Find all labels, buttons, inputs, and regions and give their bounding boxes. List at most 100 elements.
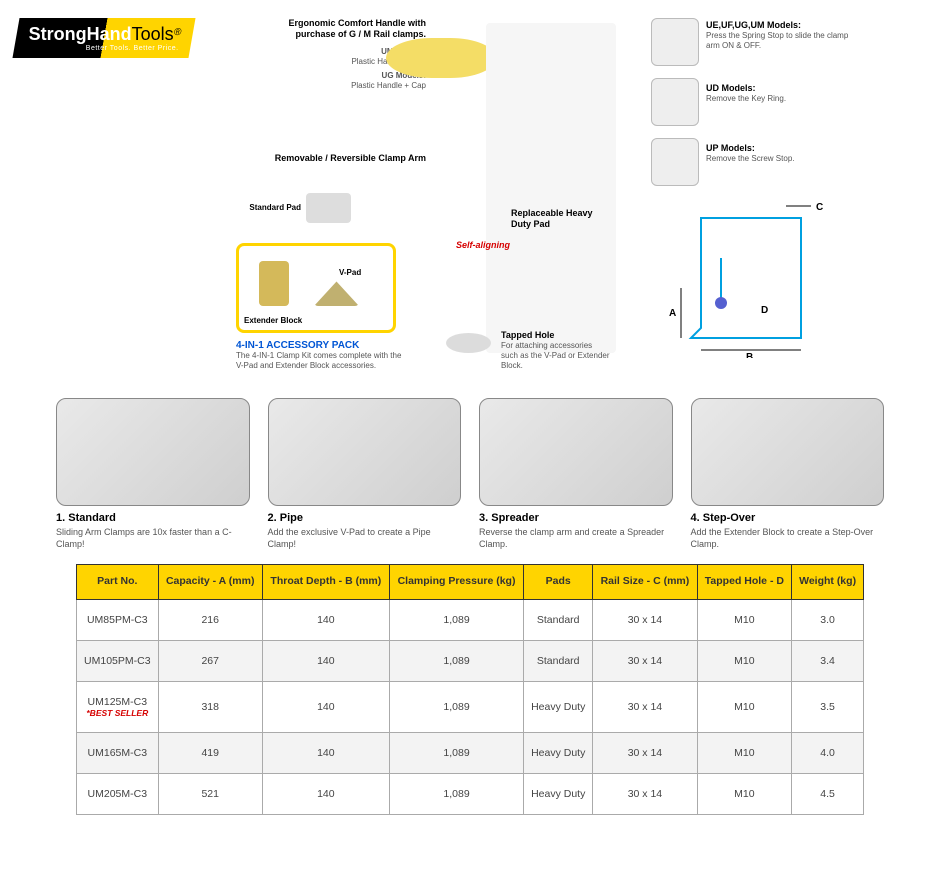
ud-label: UD Models: bbox=[706, 83, 756, 93]
callout-ud: UD Models: Remove the Key Ring. bbox=[706, 83, 856, 104]
usage-desc-1: Add the exclusive V-Pad to create a Pipe… bbox=[268, 526, 462, 550]
accessory-title: 4-IN-1 ACCESSORY PACK bbox=[236, 340, 406, 351]
cell-part-no: UM105PM-C3 bbox=[77, 640, 159, 681]
self-aligning-label: Self-aligning bbox=[456, 240, 510, 250]
brand-name-strong: StrongHand bbox=[29, 24, 132, 45]
ug-desc: Plastic Handle + Cap bbox=[351, 81, 426, 90]
cell-value: M10 bbox=[697, 599, 792, 640]
usage-row: 1. Standard Sliding Arm Clamps are 10x f… bbox=[16, 398, 924, 550]
cell-part-no: UM165M-C3 bbox=[77, 732, 159, 773]
cell-value: 1,089 bbox=[389, 773, 523, 814]
cell-value: 30 x 14 bbox=[593, 732, 697, 773]
usage-thumb-spreader bbox=[479, 398, 673, 506]
up-label: UP Models: bbox=[706, 143, 755, 153]
callout-ue: UE,UF,UG,UM Models: Press the Spring Sto… bbox=[706, 20, 856, 51]
usage-desc-3: Add the Extender Block to create a Step-… bbox=[691, 526, 885, 550]
col-tapped: Tapped Hole - D bbox=[697, 565, 792, 600]
tapped-hole-icon bbox=[446, 333, 491, 353]
cell-value: Standard bbox=[524, 599, 593, 640]
spec-table-wrap: Part No. Capacity - A (mm) Throat Depth … bbox=[16, 564, 924, 815]
accessory-box: Extender Block V-Pad bbox=[236, 243, 396, 333]
cell-value: Heavy Duty bbox=[524, 732, 593, 773]
replaceable-pad-label: Replaceable Heavy Duty Pad bbox=[511, 208, 593, 229]
usage-title-0: 1. Standard bbox=[56, 512, 250, 524]
usage-desc-0: Sliding Arm Clamps are 10x faster than a… bbox=[56, 526, 250, 550]
brand-reg: ® bbox=[173, 27, 182, 38]
accessory-text: 4-IN-1 ACCESSORY PACK The 4-IN-1 Clamp K… bbox=[236, 340, 406, 372]
cell-value: 1,089 bbox=[389, 732, 523, 773]
cell-value: 1,089 bbox=[389, 599, 523, 640]
dim-label-a: A bbox=[669, 308, 676, 319]
usage-thumb-pipe bbox=[268, 398, 462, 506]
extender-block-label: Extender Block bbox=[244, 316, 302, 326]
spec-table-head: Part No. Capacity - A (mm) Throat Depth … bbox=[77, 565, 864, 600]
ud-desc: Remove the Key Ring. bbox=[706, 94, 856, 104]
spec-header-row: Part No. Capacity - A (mm) Throat Depth … bbox=[77, 565, 864, 600]
top-area: StrongHandTools® Better Tools. Better Pr… bbox=[16, 18, 924, 388]
spec-table: Part No. Capacity - A (mm) Throat Depth … bbox=[76, 564, 864, 815]
col-weight: Weight (kg) bbox=[792, 565, 864, 600]
tapped-hole-desc: For attaching accessories such as the V-… bbox=[501, 341, 611, 371]
cell-part-no: UM125M-C3*BEST SELLER bbox=[77, 681, 159, 732]
usage-standard: 1. Standard Sliding Arm Clamps are 10x f… bbox=[56, 398, 250, 550]
ue-label: UE,UF,UG,UM Models: bbox=[706, 20, 801, 30]
cell-value: 140 bbox=[262, 773, 389, 814]
cell-value: 1,089 bbox=[389, 640, 523, 681]
callout-tapped-hole: Tapped Hole For attaching accessories su… bbox=[501, 330, 611, 371]
cell-value: M10 bbox=[697, 732, 792, 773]
usage-title-2: 3. Spreader bbox=[479, 512, 673, 524]
col-pressure: Clamping Pressure (kg) bbox=[389, 565, 523, 600]
cell-value: 30 x 14 bbox=[593, 773, 697, 814]
table-row: UM165M-C34191401,089Heavy Duty30 x 14M10… bbox=[77, 732, 864, 773]
cell-value: Standard bbox=[524, 640, 593, 681]
table-row: UM105PM-C32671401,089Standard30 x 14M103… bbox=[77, 640, 864, 681]
col-rail: Rail Size - C (mm) bbox=[593, 565, 697, 600]
usage-pipe: 2. Pipe Add the exclusive V-Pad to creat… bbox=[268, 398, 462, 550]
ue-desc: Press the Spring Stop to slide the clamp… bbox=[706, 31, 856, 51]
cell-value: 30 x 14 bbox=[593, 640, 697, 681]
cell-value: 216 bbox=[158, 599, 262, 640]
cell-value: Heavy Duty bbox=[524, 773, 593, 814]
cell-value: 140 bbox=[262, 732, 389, 773]
brand-name-tools: Tools bbox=[132, 24, 174, 45]
table-row: UM125M-C3*BEST SELLER3181401,089Heavy Du… bbox=[77, 681, 864, 732]
cell-value: Heavy Duty bbox=[524, 681, 593, 732]
cell-value: 3.0 bbox=[792, 599, 864, 640]
callout-standard-pad: Standard Pad bbox=[246, 203, 301, 213]
col-pads: Pads bbox=[524, 565, 593, 600]
callout-replaceable-pad: Replaceable Heavy Duty Pad bbox=[511, 208, 611, 231]
standard-pad-label: Standard Pad bbox=[249, 203, 301, 212]
callout-up: UP Models: Remove the Screw Stop. bbox=[706, 143, 856, 164]
cell-value: 267 bbox=[158, 640, 262, 681]
dim-label-b: B bbox=[746, 352, 753, 358]
cell-value: 30 x 14 bbox=[593, 599, 697, 640]
thumb-up bbox=[651, 138, 699, 186]
handle-illustration bbox=[386, 38, 496, 78]
usage-thumb-stepover bbox=[691, 398, 885, 506]
cell-value: M10 bbox=[697, 773, 792, 814]
table-row: UM85PM-C32161401,089Standard30 x 14M103.… bbox=[77, 599, 864, 640]
cell-value: 1,089 bbox=[389, 681, 523, 732]
dim-label-c: C bbox=[816, 202, 823, 213]
tapped-hole-title: Tapped Hole bbox=[501, 330, 554, 340]
callout-handle-title: Ergonomic Comfort Handle with purchase o… bbox=[288, 18, 426, 39]
callout-arm: Removable / Reversible Clamp Arm bbox=[236, 153, 426, 164]
cell-value: 30 x 14 bbox=[593, 681, 697, 732]
cell-value: 521 bbox=[158, 773, 262, 814]
table-row: UM205M-C35211401,089Heavy Duty30 x 14M10… bbox=[77, 773, 864, 814]
usage-desc-2: Reverse the clamp arm and create a Sprea… bbox=[479, 526, 673, 550]
vpad-label: V-Pad bbox=[339, 268, 361, 278]
usage-title-1: 2. Pipe bbox=[268, 512, 462, 524]
cell-value: 140 bbox=[262, 681, 389, 732]
cell-value: 419 bbox=[158, 732, 262, 773]
cell-value: 3.4 bbox=[792, 640, 864, 681]
clamp-illustration bbox=[486, 23, 616, 353]
brand-logo: StrongHandTools® Better Tools. Better Pr… bbox=[12, 18, 195, 58]
col-part-no: Part No. bbox=[77, 565, 159, 600]
arm-label: Removable / Reversible Clamp Arm bbox=[275, 153, 426, 163]
usage-title-3: 4. Step-Over bbox=[691, 512, 885, 524]
cell-value: 318 bbox=[158, 681, 262, 732]
up-desc: Remove the Screw Stop. bbox=[706, 154, 856, 164]
cell-value: 140 bbox=[262, 599, 389, 640]
cell-value: 3.5 bbox=[792, 681, 864, 732]
